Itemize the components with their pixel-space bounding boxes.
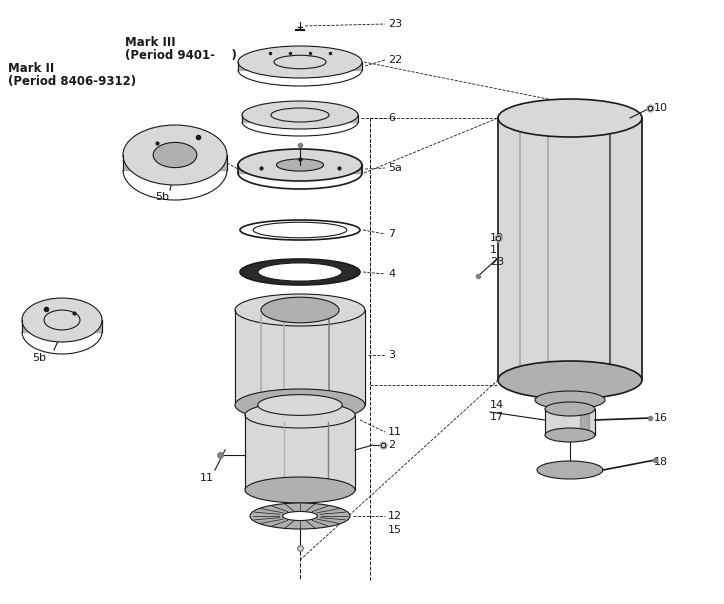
- Ellipse shape: [537, 461, 603, 479]
- Text: 17: 17: [490, 412, 504, 422]
- Ellipse shape: [242, 101, 358, 129]
- Ellipse shape: [250, 503, 350, 529]
- Polygon shape: [238, 62, 362, 70]
- Polygon shape: [22, 320, 102, 332]
- Polygon shape: [545, 409, 595, 435]
- Text: 1: 1: [490, 245, 497, 255]
- Text: 16: 16: [654, 413, 668, 423]
- Text: 10: 10: [490, 233, 504, 243]
- Ellipse shape: [123, 125, 227, 185]
- Ellipse shape: [245, 477, 355, 503]
- Ellipse shape: [245, 402, 355, 428]
- Ellipse shape: [282, 512, 318, 521]
- Text: Mark III: Mark III: [125, 36, 176, 48]
- Text: Mark II: Mark II: [8, 62, 54, 74]
- Text: (Period 9401-    ): (Period 9401- ): [125, 50, 237, 62]
- Text: 11: 11: [388, 427, 402, 437]
- Text: 5b: 5b: [32, 353, 46, 363]
- Ellipse shape: [235, 294, 365, 326]
- Ellipse shape: [261, 297, 339, 323]
- Ellipse shape: [277, 159, 324, 171]
- Ellipse shape: [545, 402, 595, 416]
- Ellipse shape: [535, 391, 605, 409]
- Text: 23: 23: [490, 257, 504, 267]
- Polygon shape: [245, 415, 355, 490]
- Text: 7: 7: [388, 229, 395, 239]
- Text: 3: 3: [388, 350, 395, 360]
- Text: 10: 10: [654, 103, 668, 113]
- Polygon shape: [242, 115, 358, 122]
- Text: 6: 6: [388, 113, 395, 123]
- Ellipse shape: [235, 389, 365, 421]
- Ellipse shape: [545, 428, 595, 442]
- Text: 5a: 5a: [388, 163, 402, 173]
- Text: 11: 11: [200, 473, 214, 483]
- Ellipse shape: [238, 46, 362, 78]
- Ellipse shape: [258, 263, 342, 281]
- Polygon shape: [123, 155, 227, 170]
- Polygon shape: [235, 310, 365, 405]
- Text: 22: 22: [388, 55, 403, 65]
- Polygon shape: [238, 165, 362, 173]
- Ellipse shape: [240, 259, 360, 285]
- Text: 15: 15: [388, 525, 402, 535]
- Polygon shape: [498, 118, 642, 380]
- Text: 12: 12: [388, 511, 402, 521]
- Ellipse shape: [258, 394, 342, 416]
- Text: 4: 4: [388, 269, 395, 279]
- Text: 23: 23: [388, 19, 402, 29]
- Ellipse shape: [253, 222, 347, 238]
- Ellipse shape: [498, 99, 642, 137]
- Ellipse shape: [153, 143, 197, 167]
- Text: 2: 2: [388, 440, 395, 450]
- Ellipse shape: [22, 298, 102, 342]
- Text: 5b: 5b: [155, 192, 169, 202]
- Ellipse shape: [498, 361, 642, 399]
- Text: (Period 8406-9312): (Period 8406-9312): [8, 76, 136, 89]
- Text: 14: 14: [490, 400, 504, 410]
- Ellipse shape: [238, 149, 362, 181]
- Polygon shape: [580, 411, 589, 433]
- Text: 18: 18: [654, 457, 668, 467]
